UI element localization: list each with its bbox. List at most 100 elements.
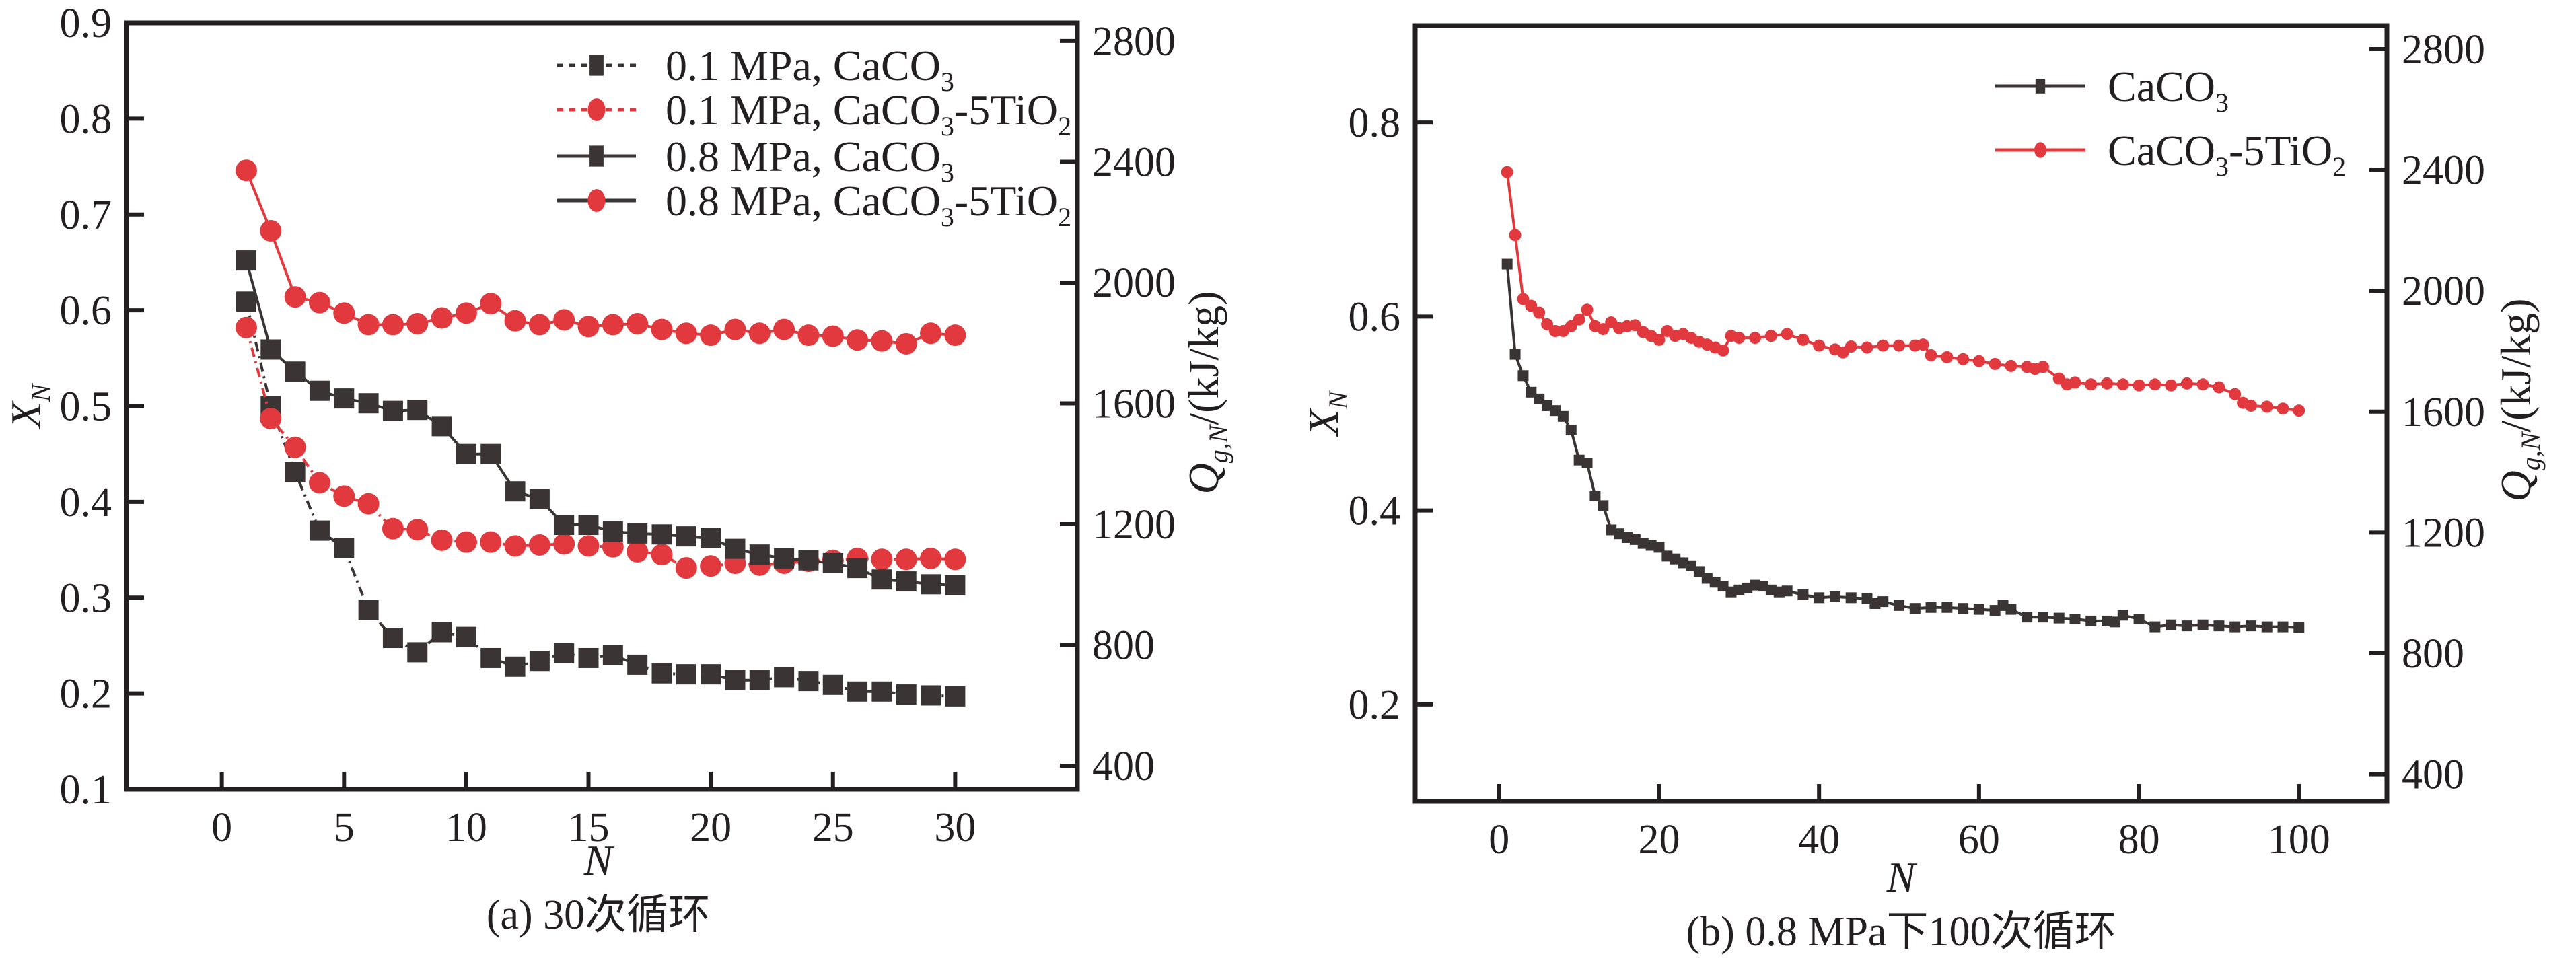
data-point-square [2053,612,2065,624]
data-point-circle [700,555,722,577]
data-point-square [871,681,892,702]
legend-entry: 0.8 MPa, CaCO3-5TiO2 [557,177,1071,232]
data-point-circle [553,309,575,331]
data-point-square [602,521,623,542]
data-point-circle [260,219,282,242]
legend-label-text: -5TiO [2229,127,2332,174]
data-point-square [407,400,428,421]
data-point-square [2197,619,2209,630]
legend-marker-square [2035,79,2046,94]
data-point-square [1565,425,1577,436]
data-point-square [554,643,575,663]
data-point-circle [871,330,893,352]
data-point-square [2117,610,2128,621]
data-point-circle [308,291,330,314]
data-point-square [871,569,892,590]
panel-a-series-layer [235,159,966,707]
data-point-circle [1764,330,1777,342]
data-point-square [2085,615,2097,626]
data-point-square [358,393,379,414]
data-point-circle [675,322,697,345]
data-point-circle [2133,379,2145,392]
panel-b-y2-axis-title-main: Q [2492,470,2540,501]
data-point-circle [1957,353,1970,365]
data-point-square [309,520,330,541]
y2-tick-label: 1200 [1092,502,1176,548]
panel-a-y-axis-title: XN [2,382,56,430]
data-point-circle [1941,351,1954,363]
data-point-circle [2036,361,2049,373]
data-point-square [2037,612,2048,623]
x-tick-label: 5 [334,805,355,851]
data-point-circle [1877,339,1890,352]
y-tick-label: 0.2 [1349,682,1401,728]
data-point-circle [1717,344,1729,357]
data-point-circle [260,408,282,430]
data-point-circle [382,517,404,540]
y2-tick-label: 800 [2402,631,2464,677]
data-point-square [896,684,917,705]
data-point-square [774,548,795,569]
data-point-circle [1917,338,1929,351]
legend-marker-circle [587,189,606,212]
data-point-circle [895,548,917,571]
data-point-square [1814,592,1825,604]
data-point-circle [455,302,477,324]
panel-b: 0 20 40 60 80 100 0.2 0.4 0.6 0.8 400 800 1200 1600 20… [1299,23,2546,955]
y2-tick-label: 2000 [1092,260,1176,306]
x-tick-label: 20 [1638,817,1680,863]
data-point-square [1958,603,1969,614]
data-point-square [1598,500,1609,511]
legend-label-subscript: 3 [2215,151,2229,182]
data-point-circle [2085,378,2098,391]
data-point-square [2149,621,2161,633]
data-point-circle [2005,359,2017,372]
data-point-square [676,526,696,547]
data-point-square [382,400,403,421]
data-point-circle [357,314,380,336]
data-point-square [2005,604,2017,615]
legend-label-text: CaCO [2108,127,2215,174]
legend-label-text: 0.8 MPa, CaCO [666,177,941,225]
data-point-square [822,674,843,695]
panel-a-y2-axis-title-sub: g,N [1203,423,1233,463]
data-point-circle [724,318,746,340]
data-point-square [651,663,672,684]
data-point-circle [455,531,477,553]
legend-label-text: CaCO [2108,63,2215,110]
data-point-square [627,654,648,675]
data-point-circle [431,529,453,551]
legend-entry: 0.8 MPa, CaCO3 [557,133,954,188]
data-point-square [2133,614,2145,625]
data-point-square [798,550,819,571]
data-point-circle [944,324,966,347]
x-tick-label: 20 [690,805,731,851]
data-point-square [1509,349,1521,360]
legend-label-subscript: 2 [1058,111,1071,141]
y2-tick-label: 2400 [1092,139,1176,185]
legend-label-text: -5TiO [954,86,1058,134]
data-point-circle [1597,323,1610,336]
x-tick-label: 40 [1798,817,1840,863]
legend-label-subscript: 3 [941,111,954,141]
data-point-square [431,416,452,437]
data-point-square [701,664,721,685]
data-point-square [1925,602,1937,613]
data-point-square [701,528,721,548]
legend-entry: CaCO3-5TiO2 [1995,127,2346,182]
x-tick-label: 25 [812,805,854,851]
data-point-circle [2165,379,2178,392]
panel-b-series-layer [1501,166,2305,634]
data-point-square [236,250,256,271]
y2-tick-label: 800 [1092,622,1155,668]
data-point-square [1517,370,1529,382]
data-point-circle [1581,303,1594,316]
data-point-circle [1733,332,1746,345]
legend-label-text: 0.1 MPa, CaCO [666,42,941,89]
data-point-square [1589,491,1601,502]
x-tick-label: 15 [568,805,610,851]
panel-b-y-axis-title-main: X [1299,407,1347,437]
data-point-square [358,600,379,620]
legend-label: CaCO3 [2108,63,2229,118]
